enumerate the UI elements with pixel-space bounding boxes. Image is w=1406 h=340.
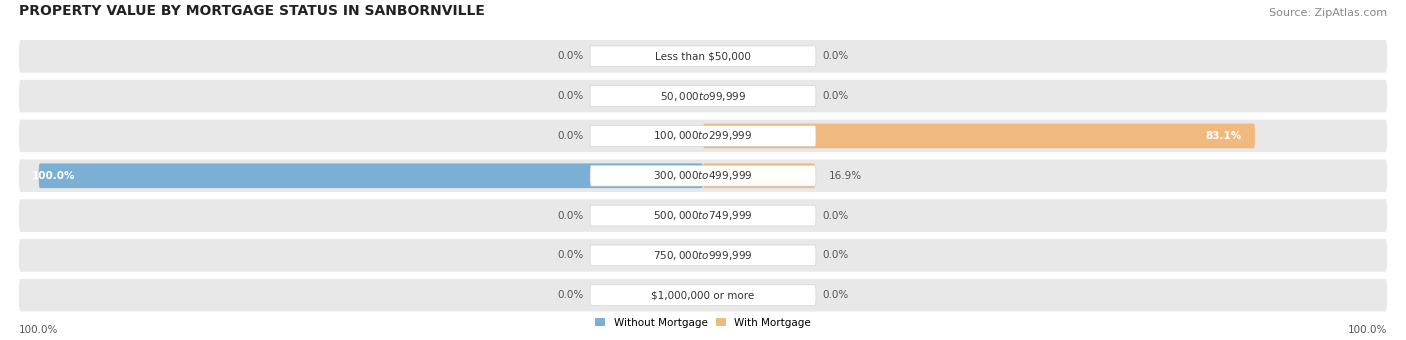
Text: $1,000,000 or more: $1,000,000 or more: [651, 290, 755, 300]
Text: 0.0%: 0.0%: [557, 51, 583, 61]
Text: 83.1%: 83.1%: [1205, 131, 1241, 141]
FancyBboxPatch shape: [39, 164, 703, 188]
FancyBboxPatch shape: [18, 159, 1388, 192]
Text: 100.0%: 100.0%: [18, 325, 58, 335]
Text: 0.0%: 0.0%: [557, 290, 583, 300]
FancyBboxPatch shape: [703, 123, 1256, 148]
FancyBboxPatch shape: [591, 285, 815, 306]
Text: 0.0%: 0.0%: [823, 290, 849, 300]
Text: 100.0%: 100.0%: [32, 171, 76, 181]
Text: $500,000 to $749,999: $500,000 to $749,999: [654, 209, 752, 222]
Text: 0.0%: 0.0%: [557, 250, 583, 260]
Text: Source: ZipAtlas.com: Source: ZipAtlas.com: [1270, 8, 1388, 18]
Text: $750,000 to $999,999: $750,000 to $999,999: [654, 249, 752, 262]
FancyBboxPatch shape: [591, 46, 815, 67]
Text: 0.0%: 0.0%: [823, 210, 849, 221]
Text: 16.9%: 16.9%: [828, 171, 862, 181]
Text: $300,000 to $499,999: $300,000 to $499,999: [654, 169, 752, 182]
Text: $100,000 to $299,999: $100,000 to $299,999: [654, 130, 752, 142]
Text: 100.0%: 100.0%: [1348, 325, 1388, 335]
Text: 0.0%: 0.0%: [823, 51, 849, 61]
FancyBboxPatch shape: [18, 120, 1388, 152]
FancyBboxPatch shape: [18, 199, 1388, 232]
Text: Less than $50,000: Less than $50,000: [655, 51, 751, 61]
Legend: Without Mortgage, With Mortgage: Without Mortgage, With Mortgage: [591, 314, 815, 332]
FancyBboxPatch shape: [18, 279, 1388, 311]
FancyBboxPatch shape: [591, 245, 815, 266]
Text: 0.0%: 0.0%: [557, 210, 583, 221]
FancyBboxPatch shape: [591, 86, 815, 106]
FancyBboxPatch shape: [591, 125, 815, 146]
Text: 0.0%: 0.0%: [823, 91, 849, 101]
FancyBboxPatch shape: [18, 239, 1388, 272]
FancyBboxPatch shape: [703, 164, 815, 188]
FancyBboxPatch shape: [18, 80, 1388, 113]
FancyBboxPatch shape: [591, 205, 815, 226]
Text: $50,000 to $99,999: $50,000 to $99,999: [659, 90, 747, 103]
Text: 0.0%: 0.0%: [557, 91, 583, 101]
Text: 0.0%: 0.0%: [557, 131, 583, 141]
Text: PROPERTY VALUE BY MORTGAGE STATUS IN SANBORNVILLE: PROPERTY VALUE BY MORTGAGE STATUS IN SAN…: [18, 4, 485, 18]
FancyBboxPatch shape: [591, 165, 815, 186]
FancyBboxPatch shape: [18, 40, 1388, 73]
Text: 0.0%: 0.0%: [823, 250, 849, 260]
